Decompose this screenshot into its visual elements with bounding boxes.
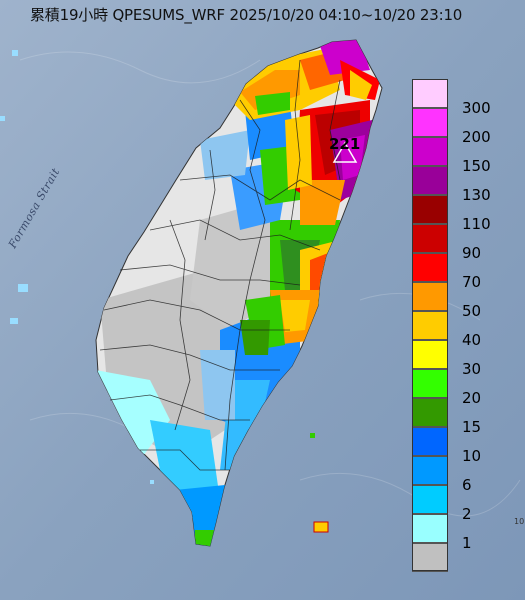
legend-swatch — [412, 369, 448, 398]
legend-swatch — [412, 195, 448, 224]
offshore-islands — [0, 50, 329, 533]
legend-swatch — [412, 253, 448, 282]
legend-label: 1 — [462, 534, 472, 552]
legend-swatch — [412, 224, 448, 253]
legend-label: 6 — [462, 476, 472, 494]
legend-label: 150 — [462, 157, 491, 175]
legend-label: 15 — [462, 418, 482, 436]
legend-label: 50 — [462, 302, 482, 320]
legend-label: 2 — [462, 505, 472, 523]
legend-swatch — [412, 514, 448, 543]
legend-label: 110 — [462, 215, 491, 233]
legend-swatch — [412, 340, 448, 369]
legend-swatch — [412, 427, 448, 456]
max-rainfall-triangle-icon — [332, 141, 358, 163]
legend-swatch — [412, 282, 448, 311]
scale-note: 10 — [514, 517, 525, 526]
legend-swatch — [412, 543, 448, 572]
legend-label: 40 — [462, 331, 482, 349]
legend-swatch — [412, 485, 448, 514]
legend-label: 200 — [462, 128, 491, 146]
legend-label: 30 — [462, 360, 482, 378]
max-rainfall-value: 221 — [329, 135, 361, 153]
legend-label: 70 — [462, 273, 482, 291]
county-boundaries — [99, 59, 341, 471]
rainfall-legend: 300 200 150 130 110 90 70 50 40 30 20 15 10 6 2 1 — [412, 79, 518, 572]
legend-swatch — [412, 311, 448, 340]
legend-label: 90 — [462, 244, 482, 262]
map-title: 累積19小時 QPESUMS_WRF 2025/10/20 04:10~10/2… — [30, 6, 463, 24]
legend-label: 10 — [462, 447, 482, 465]
legend-label: 130 — [462, 186, 491, 204]
legend-swatch — [412, 108, 448, 137]
legend-label: 20 — [462, 389, 482, 407]
legend-label: 300 — [462, 99, 491, 117]
legend-swatch — [412, 456, 448, 485]
legend-swatch — [412, 79, 448, 108]
legend-swatch — [412, 398, 448, 427]
legend-swatch — [412, 166, 448, 195]
legend-swatch — [412, 137, 448, 166]
